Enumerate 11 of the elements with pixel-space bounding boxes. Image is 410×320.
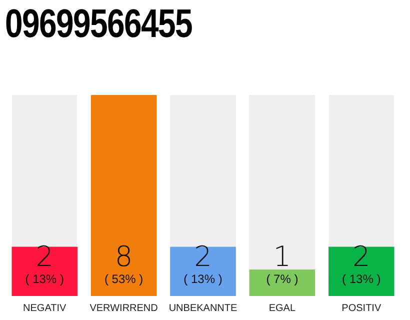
x-tick-label: NEGATIV: [23, 302, 67, 314]
chart-title: 09699566455: [5, 2, 192, 47]
data-label: 2 ( 13% ): [342, 240, 381, 286]
data-label: 1 ( 7% ): [266, 240, 298, 286]
data-label: 2 ( 13% ): [25, 240, 64, 286]
x-tick-label: VERWIRREND: [90, 302, 158, 314]
data-label: 8 ( 53% ): [104, 240, 144, 286]
x-tick-label: EGAL: [268, 302, 296, 314]
x-tick-label: UNBEKANNTE: [168, 302, 238, 314]
x-tick-label: POSITIV: [342, 302, 382, 314]
data-label: 2 ( 13% ): [184, 240, 222, 286]
